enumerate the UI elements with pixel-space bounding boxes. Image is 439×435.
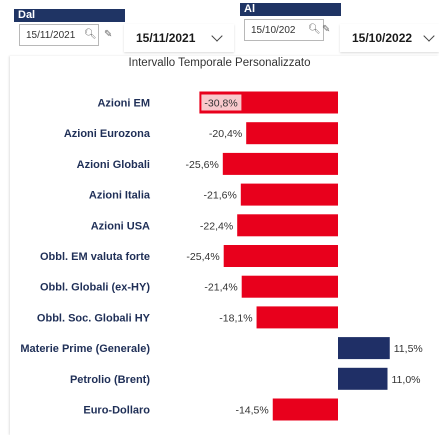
category-label: Azioni EM xyxy=(97,98,150,110)
value-label-highlight xyxy=(201,94,242,111)
value-label: -18,1% xyxy=(219,312,252,324)
category-label: Azioni Globali xyxy=(77,159,150,171)
bar[interactable] xyxy=(237,214,338,237)
to-date-label: Al xyxy=(240,3,341,16)
from-date-value: 15/11/2021 xyxy=(136,31,196,45)
value-label: -25,4% xyxy=(186,251,219,263)
bar[interactable] xyxy=(338,337,390,360)
value-label: -20,4% xyxy=(209,128,242,140)
chart-title: Intervallo Temporale Personalizzato xyxy=(128,57,311,69)
category-label: Obbl. EM valuta forte xyxy=(40,251,150,263)
bar[interactable] xyxy=(240,183,338,206)
category-label: Azioni Eurozona xyxy=(64,128,151,140)
value-label: -21,4% xyxy=(204,282,237,294)
bar[interactable] xyxy=(338,367,388,390)
value-label: -22,4% xyxy=(200,220,233,232)
search-icon[interactable]: 🔍︎ xyxy=(308,24,321,35)
value-label: -25,6% xyxy=(186,159,219,171)
value-label: -14,5% xyxy=(235,405,268,417)
category-label: Petrolio (Brent) xyxy=(70,374,150,386)
bar[interactable] xyxy=(222,152,338,175)
category-label: Euro-Dollaro xyxy=(83,405,150,417)
to-date-input[interactable] xyxy=(244,19,324,41)
to-date-value: 15/10/2022 xyxy=(352,31,413,45)
category-label: Materie Prime (Generale) xyxy=(20,343,150,355)
bar[interactable] xyxy=(223,245,338,267)
eraser-icon[interactable]: ✎ xyxy=(104,29,113,40)
value-label: 11,5% xyxy=(394,343,423,355)
to-date-dropdown[interactable]: 15/10/2022 xyxy=(340,24,439,52)
bar[interactable] xyxy=(272,398,338,421)
category-label: Azioni Italia xyxy=(89,190,151,202)
category-label: Obbl. Globali (ex-HY) xyxy=(40,282,150,294)
from-date-dropdown[interactable]: 15/11/2021 xyxy=(124,24,234,52)
category-label: Azioni USA xyxy=(91,220,150,232)
value-label: -30,8% xyxy=(204,98,237,110)
search-icon[interactable]: 🔍︎ xyxy=(84,29,97,40)
from-date-label: Dal xyxy=(14,9,125,22)
value-label: -21,6% xyxy=(204,190,237,202)
bar[interactable] xyxy=(256,306,338,329)
eraser-icon[interactable]: ✎ xyxy=(322,24,331,35)
bar[interactable] xyxy=(246,122,338,145)
bar[interactable] xyxy=(241,275,338,298)
value-label: 11,0% xyxy=(392,374,421,386)
from-date-input[interactable] xyxy=(19,24,99,46)
category-label: Obbl. Soc. Globali HY xyxy=(37,312,151,324)
